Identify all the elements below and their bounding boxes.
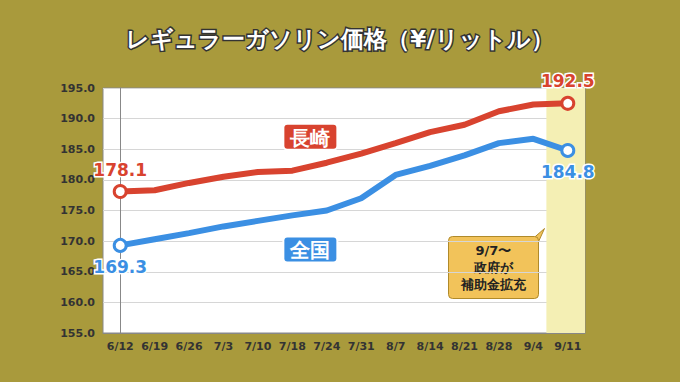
svg-text:全国: 全国 bbox=[289, 238, 330, 262]
svg-text:6/26: 6/26 bbox=[176, 340, 203, 353]
svg-text:8/28: 8/28 bbox=[485, 340, 512, 353]
svg-text:160.0: 160.0 bbox=[60, 296, 95, 309]
svg-text:7/31: 7/31 bbox=[348, 340, 375, 353]
svg-text:8/21: 8/21 bbox=[451, 340, 478, 353]
svg-text:レギュラーガソリン価格（¥/リットル）: レギュラーガソリン価格（¥/リットル） bbox=[126, 26, 553, 52]
svg-text:180.0: 180.0 bbox=[60, 173, 95, 186]
svg-text:9/4: 9/4 bbox=[524, 340, 544, 353]
svg-text:165.0: 165.0 bbox=[60, 265, 95, 278]
svg-text:補助金拡充: 補助金拡充 bbox=[460, 277, 527, 292]
svg-text:178.1: 178.1 bbox=[93, 160, 147, 180]
svg-text:184.8: 184.8 bbox=[541, 162, 595, 182]
svg-text:170.0: 170.0 bbox=[60, 235, 95, 248]
svg-text:7/24: 7/24 bbox=[313, 340, 340, 353]
svg-text:8/7: 8/7 bbox=[386, 340, 405, 353]
svg-text:9/11: 9/11 bbox=[554, 340, 581, 353]
svg-text:185.0: 185.0 bbox=[60, 143, 95, 156]
svg-text:190.0: 190.0 bbox=[60, 112, 95, 125]
svg-text:8/14: 8/14 bbox=[417, 340, 444, 353]
svg-text:9/7〜: 9/7〜 bbox=[476, 243, 512, 258]
svg-text:195.0: 195.0 bbox=[60, 82, 95, 95]
svg-text:192.5: 192.5 bbox=[541, 71, 595, 91]
svg-text:7/10: 7/10 bbox=[244, 340, 271, 353]
svg-text:6/12: 6/12 bbox=[107, 340, 134, 353]
svg-text:政府が: 政府が bbox=[474, 260, 513, 275]
svg-text:6/19: 6/19 bbox=[141, 340, 168, 353]
svg-text:175.0: 175.0 bbox=[60, 204, 95, 217]
svg-text:7/3: 7/3 bbox=[214, 340, 233, 353]
svg-text:169.3: 169.3 bbox=[93, 257, 147, 277]
svg-text:長崎: 長崎 bbox=[289, 126, 330, 150]
svg-text:155.0: 155.0 bbox=[60, 327, 95, 340]
svg-text:7/18: 7/18 bbox=[279, 340, 306, 353]
